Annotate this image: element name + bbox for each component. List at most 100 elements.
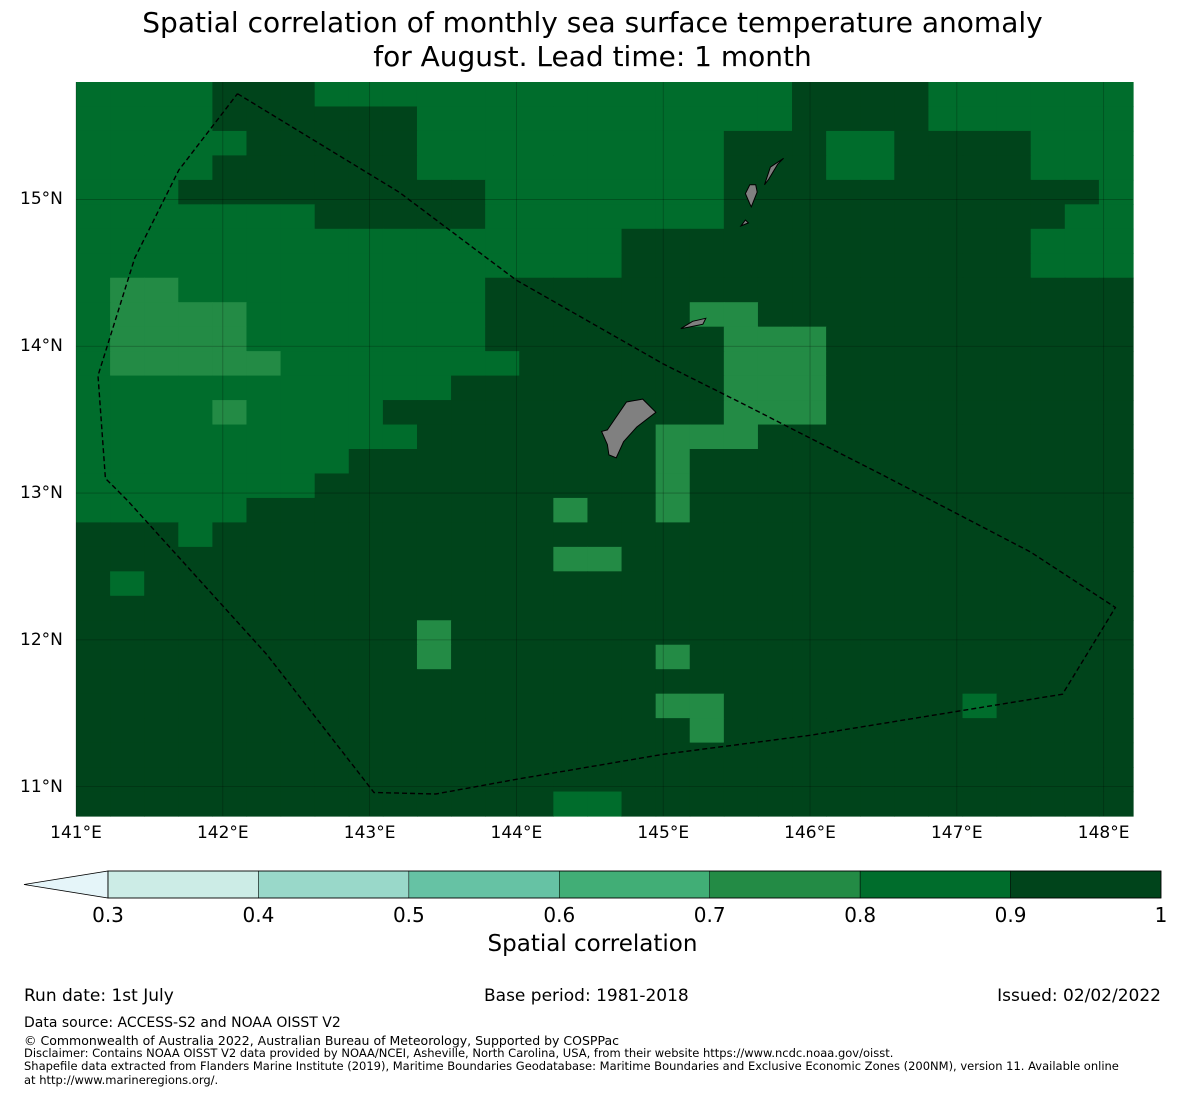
correlation-cell bbox=[587, 693, 623, 719]
correlation-cell bbox=[996, 253, 1032, 279]
correlation-cell bbox=[723, 742, 759, 768]
correlation-cell bbox=[723, 522, 759, 548]
disclaimer: Disclaimer: Contains NOAA OISST V2 data … bbox=[24, 1046, 894, 1060]
correlation-cell bbox=[894, 644, 930, 670]
correlation-cell bbox=[416, 326, 452, 352]
correlation-cell bbox=[996, 106, 1032, 132]
correlation-cell bbox=[485, 130, 520, 156]
correlation-cell bbox=[757, 767, 793, 793]
correlation-cell bbox=[996, 595, 1032, 621]
correlation-cell bbox=[280, 253, 316, 279]
correlation-cell bbox=[996, 473, 1032, 499]
correlation-cell bbox=[792, 302, 827, 328]
correlation-cell bbox=[655, 546, 691, 572]
correlation-cell bbox=[110, 718, 145, 744]
correlation-cell bbox=[1064, 791, 1100, 817]
correlation-cell bbox=[792, 82, 827, 108]
correlation-cell bbox=[348, 571, 384, 597]
island bbox=[764, 157, 784, 186]
correlation-cell bbox=[1098, 546, 1134, 572]
correlation-cell bbox=[76, 302, 111, 328]
correlation-cell bbox=[757, 228, 793, 254]
correlation-cell bbox=[792, 155, 827, 181]
correlation-cell bbox=[1064, 742, 1100, 768]
correlation-cell bbox=[485, 718, 520, 744]
correlation-cell bbox=[655, 326, 691, 352]
correlation-cell bbox=[451, 326, 486, 352]
correlation-cell bbox=[1064, 595, 1100, 621]
correlation-cell bbox=[962, 228, 998, 254]
correlation-cell bbox=[655, 522, 691, 548]
correlation-cell bbox=[996, 571, 1032, 597]
correlation-cell bbox=[1064, 130, 1100, 156]
correlation-cell bbox=[860, 400, 895, 426]
correlation-cell bbox=[382, 767, 418, 793]
correlation-cell bbox=[792, 742, 827, 768]
correlation-cell bbox=[860, 375, 895, 401]
correlation-cell bbox=[76, 155, 111, 181]
correlation-cell bbox=[485, 204, 520, 230]
correlation-cell bbox=[962, 204, 998, 230]
correlation-cell bbox=[655, 644, 691, 670]
correlation-cell bbox=[382, 106, 418, 132]
correlation-cell bbox=[485, 522, 520, 548]
correlation-cell bbox=[314, 669, 350, 695]
correlation-cell bbox=[962, 522, 998, 548]
correlation-cell bbox=[723, 449, 759, 475]
correlation-cell bbox=[860, 742, 895, 768]
correlation-cell bbox=[928, 228, 964, 254]
correlation-cell bbox=[962, 718, 998, 744]
island bbox=[739, 219, 750, 228]
correlation-cell bbox=[860, 277, 895, 303]
correlation-cell bbox=[587, 277, 623, 303]
correlation-cell bbox=[689, 473, 725, 499]
correlation-cell bbox=[485, 497, 520, 523]
colorbar-tick-label: 0.4 bbox=[242, 903, 275, 927]
correlation-cell bbox=[110, 302, 145, 328]
correlation-cell bbox=[1064, 375, 1100, 401]
correlation-cell bbox=[110, 351, 145, 377]
correlation-cell bbox=[655, 400, 691, 426]
correlation-cell bbox=[382, 228, 418, 254]
correlation-cell bbox=[723, 571, 759, 597]
correlation-cell bbox=[246, 106, 282, 132]
longitude-tick-label: 142°E bbox=[196, 823, 249, 843]
correlation-cell bbox=[144, 791, 179, 817]
correlation-cell bbox=[212, 767, 248, 793]
correlation-cell bbox=[587, 767, 623, 793]
correlation-cell bbox=[76, 595, 111, 621]
correlation-cell bbox=[212, 693, 248, 719]
correlation-cell bbox=[485, 620, 520, 646]
correlation-cell bbox=[689, 204, 725, 230]
correlation-cell bbox=[416, 204, 452, 230]
colorbar-tick-label: 0.7 bbox=[693, 903, 726, 927]
correlation-cell bbox=[280, 326, 316, 352]
correlation-cell bbox=[144, 449, 179, 475]
longitude-tick-label: 143°E bbox=[343, 823, 396, 843]
correlation-cell bbox=[587, 522, 623, 548]
correlation-cell bbox=[553, 595, 589, 621]
correlation-cell bbox=[519, 522, 554, 548]
correlation-cell bbox=[553, 718, 589, 744]
correlation-cell bbox=[757, 277, 793, 303]
correlation-cell bbox=[110, 375, 145, 401]
correlation-cell bbox=[416, 473, 452, 499]
correlation-cell bbox=[621, 620, 657, 646]
correlation-cell bbox=[689, 228, 725, 254]
correlation-cell bbox=[144, 595, 179, 621]
correlation-cell bbox=[348, 742, 384, 768]
correlation-cell bbox=[76, 375, 111, 401]
correlation-cell bbox=[246, 497, 282, 523]
correlation-cell bbox=[792, 130, 827, 156]
correlation-cell bbox=[928, 400, 964, 426]
correlation-cell bbox=[587, 791, 623, 817]
data-source: Data source: ACCESS-S2 and NOAA OISST V2 bbox=[24, 1015, 341, 1031]
correlation-cell bbox=[860, 522, 895, 548]
correlation-cell bbox=[144, 302, 179, 328]
correlation-cell bbox=[76, 277, 111, 303]
correlation-cell bbox=[962, 791, 998, 817]
correlation-cell bbox=[519, 571, 554, 597]
correlation-cell bbox=[655, 620, 691, 646]
correlation-cell bbox=[826, 82, 861, 108]
correlation-cell bbox=[826, 253, 861, 279]
